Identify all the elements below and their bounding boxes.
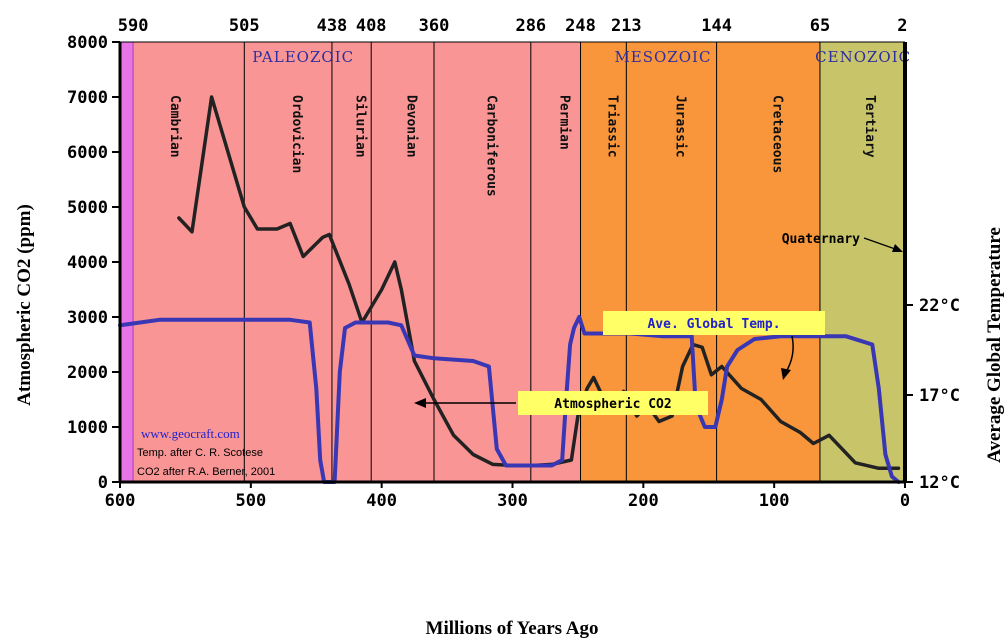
period-label: Cretaceous [769, 95, 784, 173]
top-tick-label: 505 [229, 16, 260, 36]
x-tick-label: 400 [366, 491, 397, 511]
y-right-tick-label: 17°C [919, 386, 960, 406]
period-label: Carboniferous [483, 95, 498, 197]
temp-callout-label: Ave. Global Temp. [647, 317, 780, 332]
y-right-tick-label: 22°C [919, 296, 960, 316]
y-axis-left-title: Atmospheric CO2 (ppm) [14, 204, 35, 406]
site-credit: www.geocraft.com [141, 426, 240, 441]
x-tick-label: 500 [235, 491, 266, 511]
top-tick-label: 65 [810, 16, 830, 36]
era-bands [120, 42, 905, 482]
co2-credit: CO2 after R.A. Berner, 2001 [137, 466, 275, 478]
period-label: Triassic [604, 95, 619, 158]
temp-credit: Temp. after C. R. Scotese [137, 447, 263, 459]
co2-callout-label: Atmospheric CO2 [554, 397, 671, 412]
top-tick-label: 213 [611, 16, 642, 36]
era-labels: PALEOZOIC MESOZOIC CENOZOIC [252, 48, 911, 66]
temp-callout-box [603, 311, 825, 335]
temp-callout-arrow [785, 335, 794, 373]
co2-curve [177, 95, 901, 471]
y-left-tick-label: 3000 [67, 308, 108, 328]
y-right-tick-label: 12°C [919, 473, 960, 493]
y-left-tick-label: 7000 [67, 88, 108, 108]
x-axis-title: Millions of Years Ago [426, 618, 599, 639]
quaternary-arrow-head [892, 244, 903, 252]
y-left-tick-label: 2000 [67, 363, 108, 383]
x-tick-label: 0 [900, 491, 910, 511]
x-tick-label: 100 [759, 491, 790, 511]
period-label: Ordovician [289, 95, 304, 173]
co2-callout-box [518, 391, 708, 415]
y-left-tick-label: 1000 [67, 418, 108, 438]
pre-cambrian-band [120, 42, 134, 482]
period-label: Jurassic [672, 95, 687, 158]
top-tick-label: 2 [897, 16, 907, 36]
top-tick-label: 248 [565, 16, 596, 36]
x-tick-label: 600 [105, 491, 136, 511]
y-left-tick-label: 4000 [67, 253, 108, 273]
period-label: Tertiary [862, 95, 877, 158]
period-label: Devonian [404, 95, 419, 158]
period-label: Permian [557, 95, 572, 150]
y-left-tick-label: 5000 [67, 198, 108, 218]
period-labels: Cambrian Ordovician Silurian Devonian Carbon… [167, 95, 877, 197]
top-tick-label: 438 [317, 16, 348, 36]
y-left-tick-label: 6000 [67, 143, 108, 163]
top-tick-label: 360 [419, 16, 450, 36]
y-axis-right-title: Average Global Temperature [984, 227, 1005, 463]
quaternary-label: Quaternary [782, 232, 860, 247]
era-label: PALEOZOIC [252, 48, 354, 66]
top-tick-label: 408 [356, 16, 387, 36]
top-tick-label: 286 [515, 16, 546, 36]
co2-arrow-head [414, 398, 426, 408]
period-label: Cambrian [167, 95, 182, 158]
x-tick-label: 300 [497, 491, 528, 511]
era-label: MESOZOIC [614, 48, 711, 66]
y-left-tick-label: 0 [98, 473, 108, 493]
quaternary-arrow [863, 237, 899, 251]
y-left-tick-label: 8000 [67, 33, 108, 53]
top-tick-label: 590 [118, 16, 149, 36]
era-label: CENOZOIC [815, 48, 911, 66]
top-tick-label: 144 [701, 16, 732, 36]
period-label: Silurian [353, 95, 368, 158]
x-tick-label: 200 [628, 491, 659, 511]
temp-arrow-head [781, 368, 791, 380]
annotations: Atmospheric CO2 Ave. Global Temp. Quaterna… [137, 232, 903, 478]
era-band-cenozoic [819, 42, 905, 482]
